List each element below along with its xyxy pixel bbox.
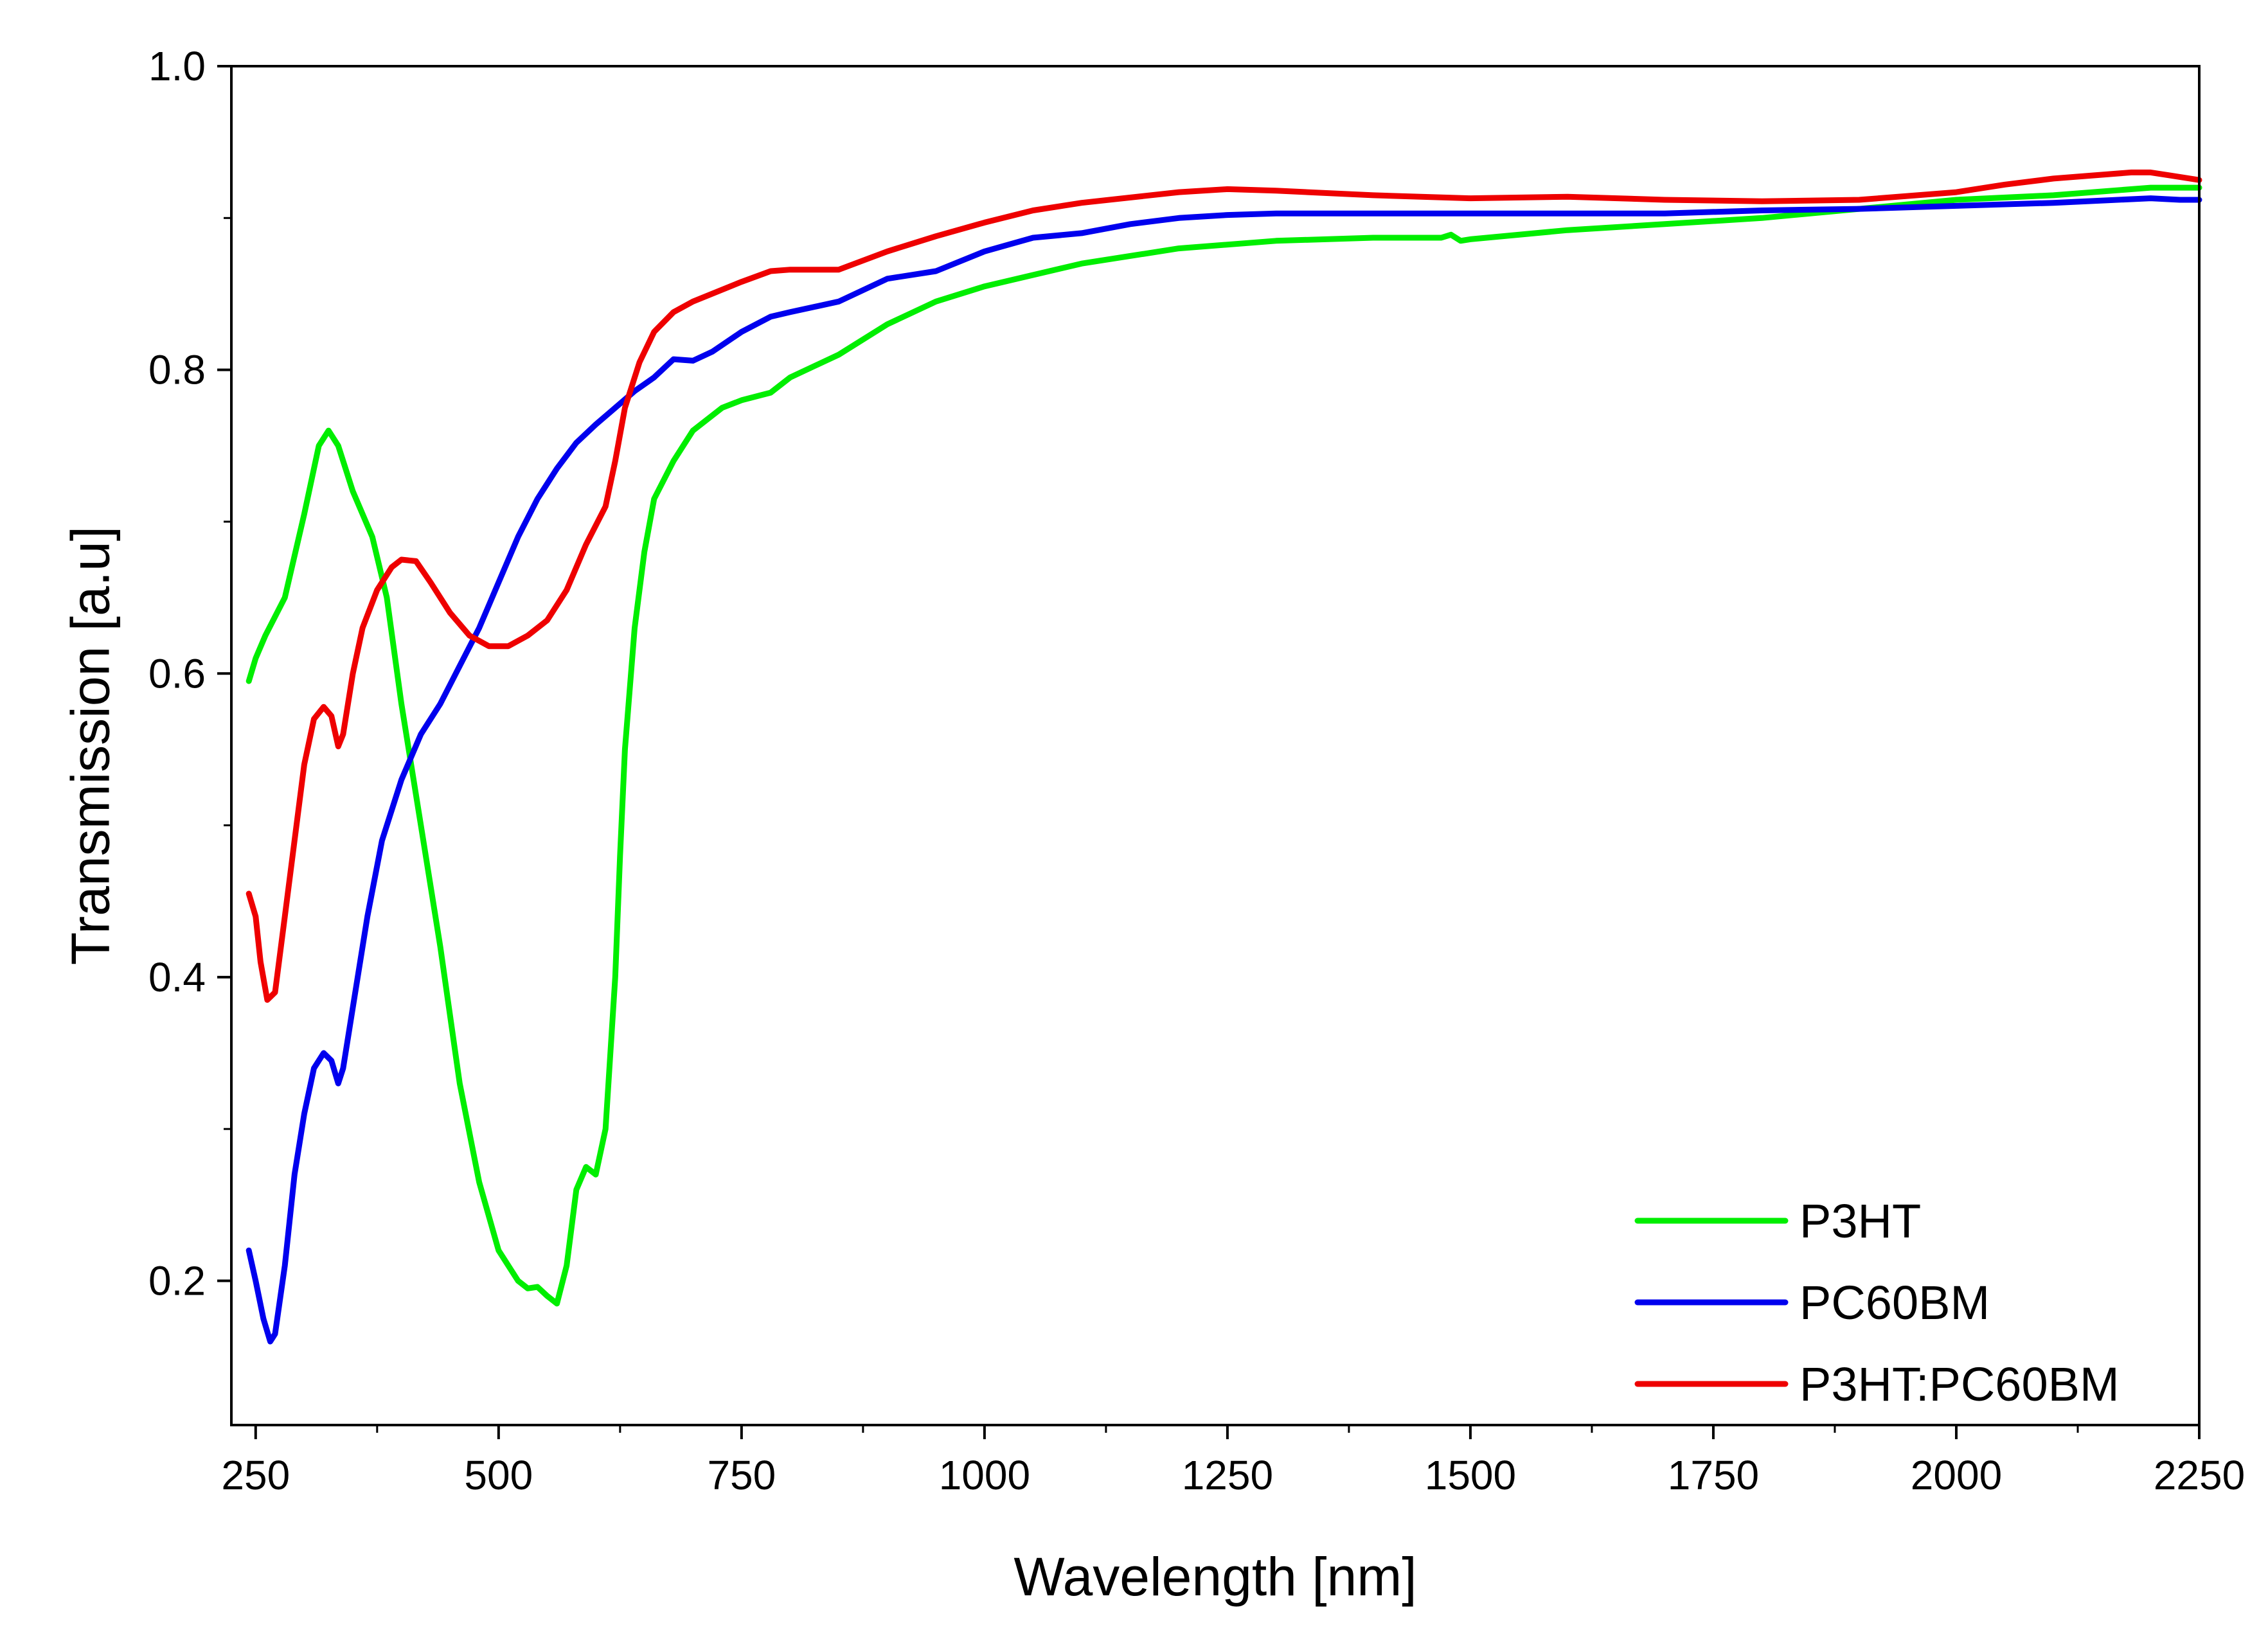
y-axis-title: Transmission [a.u] bbox=[60, 526, 120, 965]
y-tick-label: 0.8 bbox=[148, 347, 206, 393]
series-line-2 bbox=[246, 195, 2202, 1345]
series-layer bbox=[246, 169, 2202, 1345]
y-tick-label: 0.6 bbox=[148, 650, 206, 696]
series-line-3 bbox=[246, 169, 2202, 1003]
x-tick-label: 250 bbox=[221, 1452, 290, 1498]
y-tick-label: 1.0 bbox=[148, 43, 206, 89]
x-axis-title: Wavelength [nm] bbox=[1013, 1546, 1416, 1607]
plot-frame bbox=[230, 65, 2201, 1426]
x-tick-label: 750 bbox=[707, 1452, 776, 1498]
legend-label: P3HT:PC60BM bbox=[1799, 1358, 2120, 1411]
x-tick-label: 1500 bbox=[1425, 1452, 1516, 1498]
axes-group: 250 500 750 1000 1250 1500 1750 2000 2250 0.2 0.4 0… bbox=[148, 43, 2245, 1498]
y-tick-label: 0.4 bbox=[148, 954, 206, 1000]
x-tick-label: 1000 bbox=[939, 1452, 1030, 1498]
x-tick-label: 2000 bbox=[1911, 1452, 2002, 1498]
x-tick-label: 1750 bbox=[1668, 1452, 1759, 1498]
legend: P3HT PC60BM P3HT:PC60BM bbox=[1634, 1194, 2120, 1411]
legend-label: PC60BM bbox=[1799, 1276, 1990, 1329]
series-line-1 bbox=[246, 184, 2202, 1307]
y-tick-label: 0.2 bbox=[148, 1258, 206, 1304]
x-tick-label: 2250 bbox=[2154, 1452, 2245, 1498]
x-tick-label: 500 bbox=[464, 1452, 533, 1498]
legend-label: P3HT bbox=[1799, 1194, 1921, 1248]
x-tick-label: 1250 bbox=[1182, 1452, 1273, 1498]
